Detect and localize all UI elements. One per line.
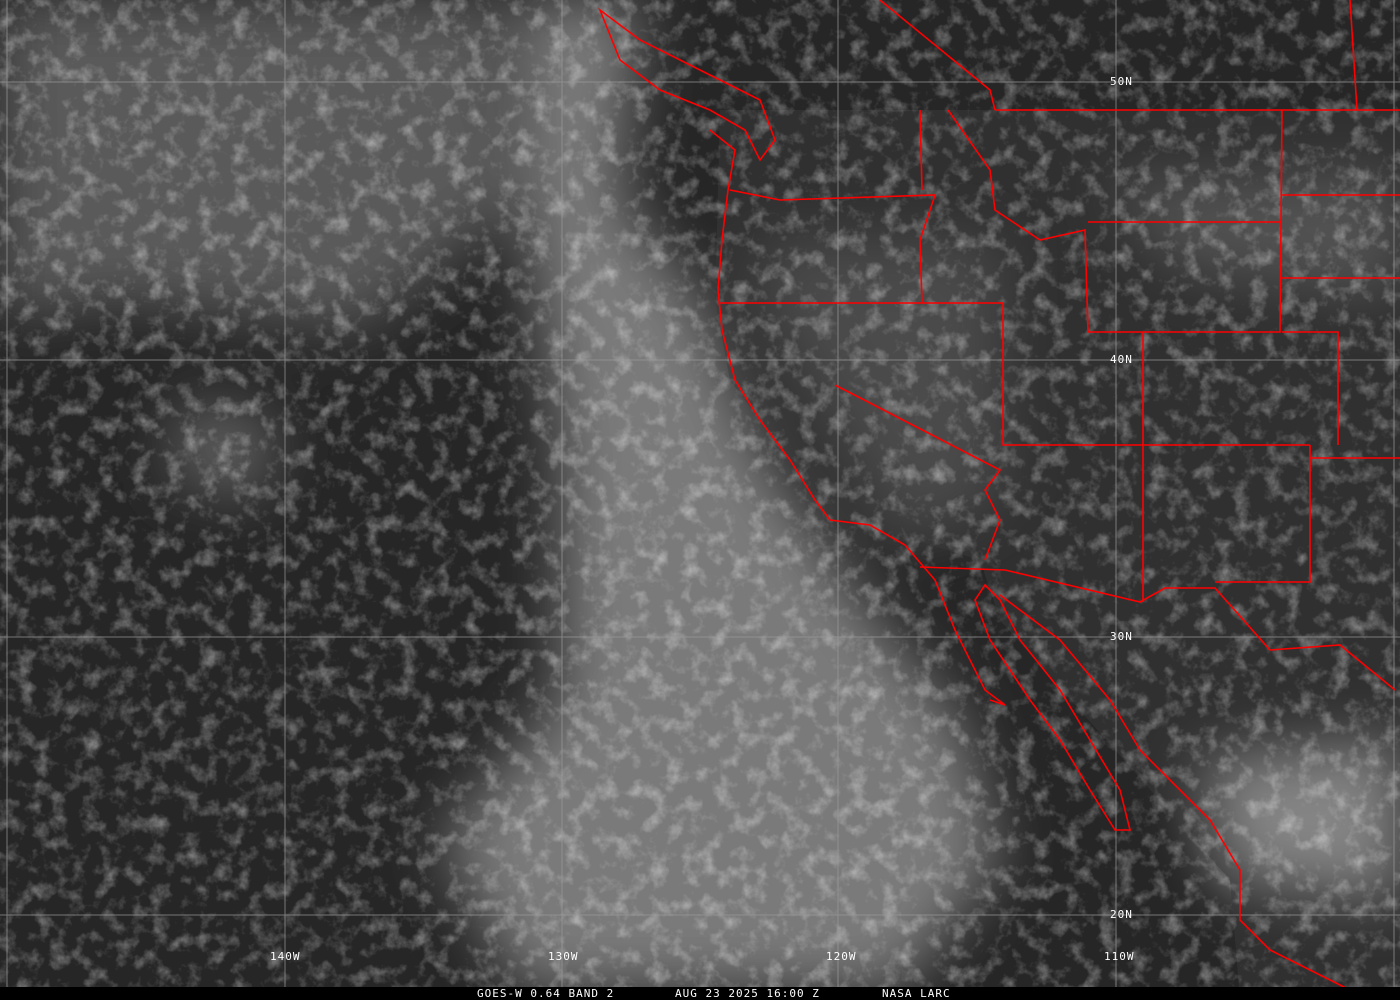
border-id (919, 109, 1283, 333)
border-ca-nv (834, 384, 1002, 561)
political-borders (598, 0, 1400, 991)
lon-label-120w: 120W (826, 950, 857, 963)
border-canada (879, 0, 1358, 111)
border-wa-or (729, 189, 937, 304)
lon-label-110w: 110W (1104, 950, 1135, 963)
border-ut-co (1088, 194, 1400, 602)
image-caption-bar: GOES-W 0.64 BAND 2 AUG 23 2025 16:00 Z N… (0, 987, 1400, 1000)
mexico-mainland-coast (999, 594, 1351, 991)
lat-label-40n: 40N (1110, 353, 1133, 366)
lat-label-30n: 30N (1110, 630, 1133, 643)
vancouver-island (598, 7, 776, 162)
lat-label-20n: 20N (1110, 908, 1133, 921)
lon-label-140w: 140W (270, 950, 301, 963)
border-us-mexico (919, 566, 1396, 691)
baja-peninsula (974, 583, 1132, 831)
caption-credit: NASA LARC (882, 987, 951, 1000)
caption-product: GOES-W 0.64 BAND 2 (477, 987, 615, 1000)
border-or-ca (720, 302, 1310, 446)
coastline-pacific (709, 129, 1006, 706)
caption-datetime: AUG 23 2025 16:00 Z (675, 987, 820, 1000)
lat-label-50n: 50N (1110, 75, 1133, 88)
lon-label-130w: 130W (548, 950, 579, 963)
